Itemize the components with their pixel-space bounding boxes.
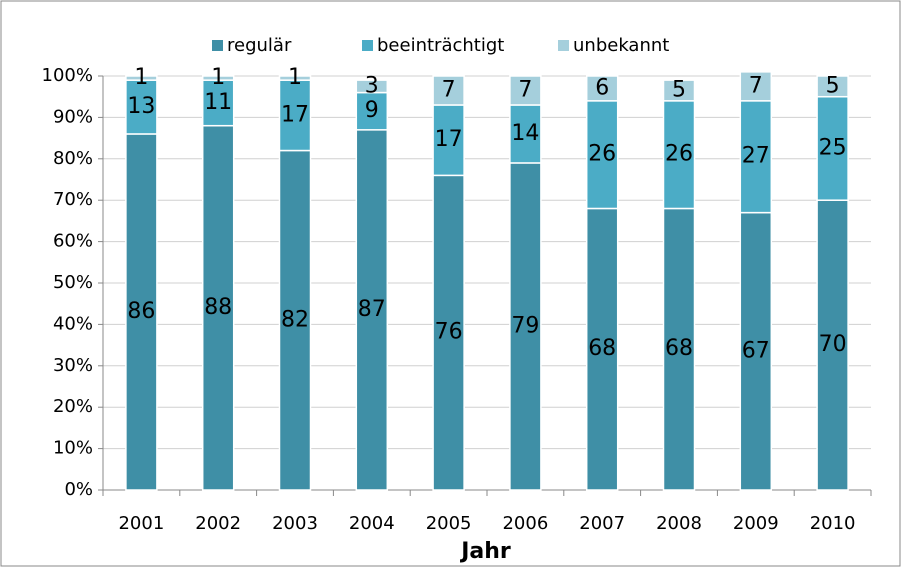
legend-swatch bbox=[362, 40, 373, 51]
data-label: 1 bbox=[288, 65, 302, 90]
bar-segment bbox=[816, 75, 849, 98]
legend-swatch bbox=[558, 40, 569, 51]
data-label: 17 bbox=[435, 127, 463, 152]
y-tick-label: 90% bbox=[53, 106, 93, 127]
data-label: 79 bbox=[511, 313, 539, 338]
data-label: 87 bbox=[358, 297, 386, 322]
bar-segment bbox=[739, 211, 773, 491]
data-label: 5 bbox=[826, 73, 840, 98]
y-tick-label: 70% bbox=[53, 189, 93, 210]
bar-segment bbox=[125, 133, 158, 491]
y-tick-label: 50% bbox=[53, 272, 93, 293]
data-label: 3 bbox=[365, 73, 379, 98]
bar-segment bbox=[278, 75, 312, 81]
x-tick-label: 2007 bbox=[579, 513, 625, 534]
x-tick-label: 2001 bbox=[118, 513, 164, 534]
x-tick-label: 2008 bbox=[656, 513, 702, 534]
bar-segment bbox=[125, 75, 158, 81]
bar-segment bbox=[432, 174, 465, 491]
y-tick-label: 20% bbox=[53, 396, 93, 417]
data-label: 14 bbox=[511, 121, 539, 146]
x-tick-label: 2010 bbox=[810, 513, 856, 534]
bar-segment bbox=[278, 149, 312, 491]
y-tick-label: 30% bbox=[53, 355, 93, 376]
legend-label: beeinträchtigt bbox=[377, 35, 504, 56]
legend-label: regulär bbox=[227, 35, 292, 56]
y-tick-label: 0% bbox=[64, 479, 93, 500]
data-label: 1 bbox=[211, 65, 225, 90]
x-tick-label: 2004 bbox=[349, 513, 395, 534]
legend-swatch bbox=[212, 40, 223, 51]
data-label: 6 bbox=[595, 75, 609, 100]
x-axis-title: Jahr bbox=[459, 539, 511, 564]
bar-segment bbox=[509, 162, 542, 491]
bar-segment bbox=[125, 79, 158, 135]
x-tick-label: 2002 bbox=[195, 513, 241, 534]
data-label: 25 bbox=[819, 135, 847, 160]
data-label: 5 bbox=[672, 77, 686, 102]
y-tick-label: 80% bbox=[53, 148, 93, 169]
data-label: 17 bbox=[281, 102, 309, 127]
data-label: 1 bbox=[134, 65, 148, 90]
data-label: 70 bbox=[819, 332, 847, 357]
bar-segment bbox=[585, 75, 619, 102]
bar-segment bbox=[432, 104, 465, 177]
data-label: 68 bbox=[588, 336, 616, 361]
data-label: 82 bbox=[281, 307, 309, 332]
x-tick-label: 2005 bbox=[426, 513, 472, 534]
bar-segment bbox=[585, 100, 619, 210]
bar-segment bbox=[509, 75, 542, 106]
y-tick-label: 100% bbox=[42, 65, 93, 86]
bar-segment bbox=[201, 79, 235, 127]
data-label: 26 bbox=[588, 142, 616, 167]
data-label: 67 bbox=[742, 338, 770, 363]
y-tick-label: 10% bbox=[53, 438, 93, 459]
bar-segment bbox=[355, 129, 389, 491]
bar-segment bbox=[355, 79, 389, 94]
data-label: 88 bbox=[204, 295, 232, 320]
bar-segment bbox=[355, 91, 389, 131]
y-tick-label: 40% bbox=[53, 313, 93, 334]
data-label: 86 bbox=[127, 299, 155, 324]
bar-segment bbox=[662, 207, 696, 491]
data-label: 13 bbox=[127, 94, 155, 119]
data-label: 68 bbox=[665, 336, 693, 361]
bar-segment bbox=[739, 71, 773, 102]
data-label: 26 bbox=[665, 142, 693, 167]
x-tick-label: 2006 bbox=[502, 513, 548, 534]
data-label: 76 bbox=[435, 320, 463, 345]
bar-segment bbox=[816, 95, 849, 201]
data-label: 7 bbox=[518, 77, 532, 102]
x-tick-label: 2003 bbox=[272, 513, 318, 534]
bar-segment bbox=[662, 79, 696, 102]
data-label: 7 bbox=[749, 73, 763, 98]
legend-label: unbekannt bbox=[573, 35, 669, 56]
y-tick-label: 60% bbox=[53, 231, 93, 252]
data-label: 27 bbox=[742, 144, 770, 169]
data-label: 9 bbox=[365, 98, 379, 123]
x-tick-label: 2009 bbox=[733, 513, 779, 534]
bar-segment bbox=[432, 75, 465, 106]
data-label: 11 bbox=[204, 90, 232, 115]
bar-segment bbox=[201, 75, 235, 81]
data-label: 7 bbox=[442, 77, 456, 102]
